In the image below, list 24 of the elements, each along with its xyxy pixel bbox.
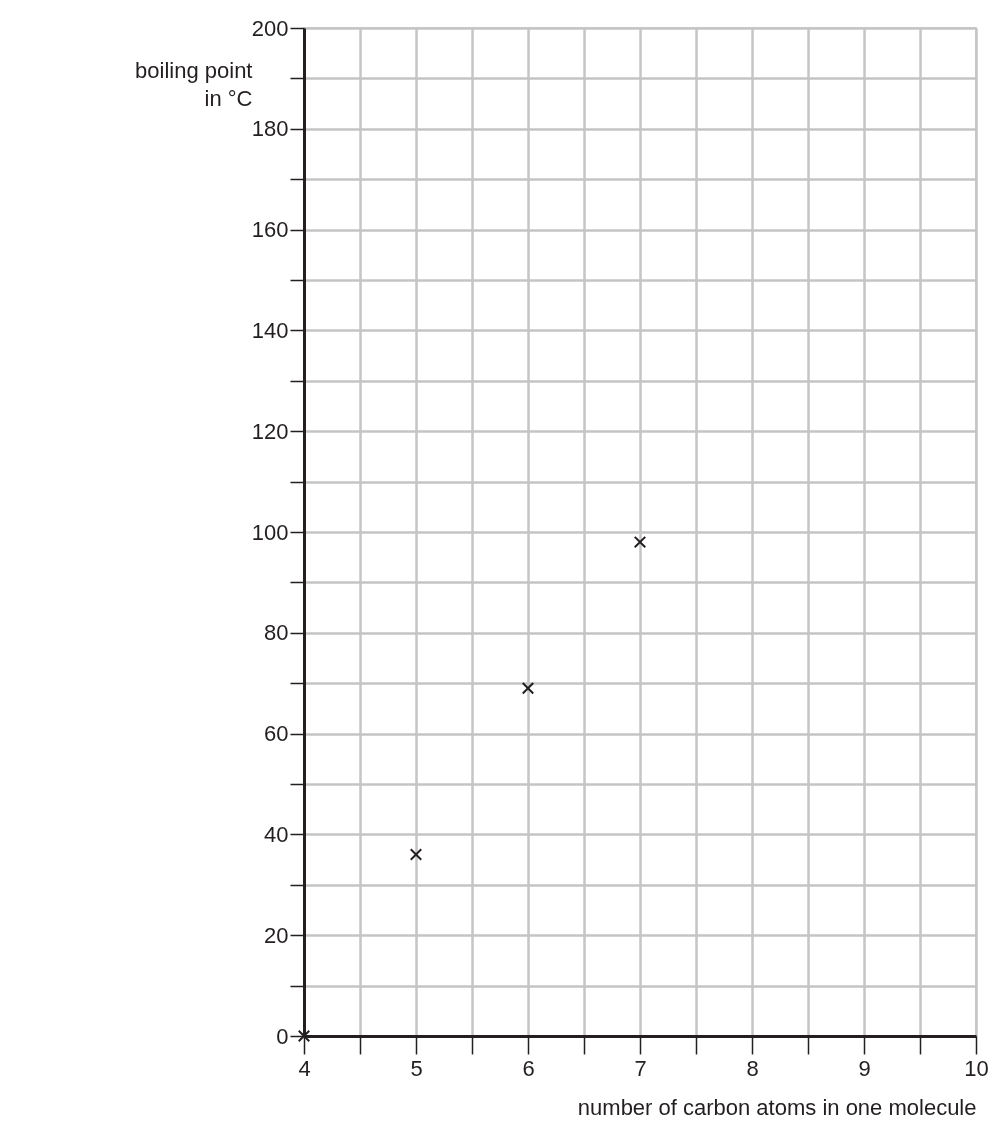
point (409, 848, 423, 861)
y-tick-label: 60 (264, 721, 289, 747)
y-tick-label: 120 (251, 418, 289, 444)
x-axis-title: number of carbon atoms in one molecule (577, 1094, 977, 1120)
x-tick-label: 4 (298, 1055, 311, 1081)
x-tick-label: 9 (858, 1055, 871, 1081)
y-tick-label: 160 (251, 217, 289, 243)
y-tick-label: 200 (251, 15, 289, 41)
y-tick-label: 20 (264, 922, 289, 948)
x-tick-label: 10 (964, 1055, 989, 1081)
x-tick-label: 7 (634, 1055, 647, 1081)
y-tick-label: 180 (251, 116, 289, 142)
x-tick-label: 8 (746, 1055, 759, 1081)
y-tick-label: 0 (276, 1023, 289, 1049)
y-tick-label: 40 (264, 821, 289, 847)
y-tick-label: 140 (251, 317, 289, 343)
point (633, 535, 647, 549)
point (297, 1029, 311, 1043)
y-tick-label: 100 (251, 519, 289, 545)
x-tick-label: 5 (410, 1055, 423, 1081)
y-axis-title: boiling point in °C (135, 57, 253, 111)
point (521, 682, 535, 695)
x-tick-label: 6 (522, 1055, 535, 1081)
y-tick-label: 80 (264, 620, 289, 646)
